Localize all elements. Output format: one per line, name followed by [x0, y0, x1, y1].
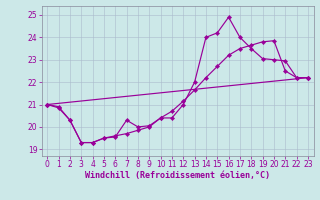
- X-axis label: Windchill (Refroidissement éolien,°C): Windchill (Refroidissement éolien,°C): [85, 171, 270, 180]
